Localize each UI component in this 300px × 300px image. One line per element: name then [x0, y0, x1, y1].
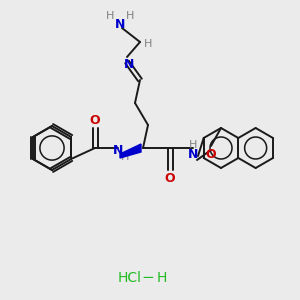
Text: O: O	[206, 148, 216, 160]
Text: −: −	[142, 271, 154, 286]
Text: H: H	[189, 140, 197, 150]
Text: H: H	[144, 39, 152, 49]
Text: O: O	[90, 115, 100, 128]
Text: H: H	[126, 11, 134, 21]
Text: N: N	[124, 58, 134, 70]
Text: N: N	[188, 148, 198, 160]
Text: O: O	[165, 172, 175, 184]
Text: H: H	[157, 271, 167, 285]
Text: HCl: HCl	[118, 271, 142, 285]
Text: H: H	[106, 11, 114, 21]
Text: H: H	[121, 152, 129, 162]
Text: N: N	[115, 17, 125, 31]
Text: N: N	[113, 145, 123, 158]
Polygon shape	[120, 144, 141, 158]
